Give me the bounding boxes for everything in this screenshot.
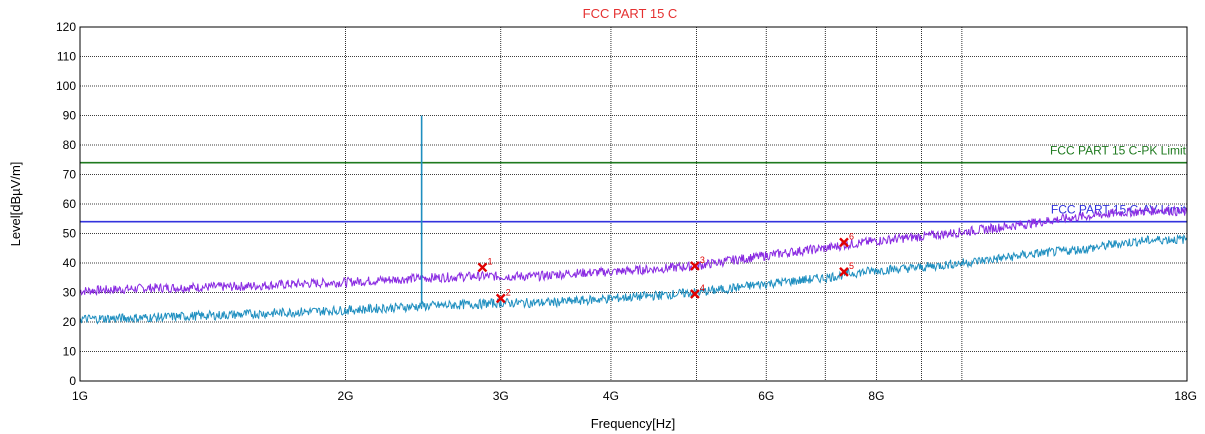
x-tick-label: 1G bbox=[72, 389, 88, 403]
y-tick-label: 70 bbox=[63, 168, 77, 182]
marker-label: 2 bbox=[506, 287, 511, 297]
x-tick-label: 4G bbox=[603, 389, 619, 403]
marker-cross bbox=[839, 237, 849, 248]
marker-label: 5 bbox=[849, 261, 854, 271]
y-tick-label: 90 bbox=[63, 109, 77, 123]
marker-3: 3 bbox=[690, 255, 705, 271]
y-tick-label: 30 bbox=[63, 286, 77, 300]
grid bbox=[80, 27, 1187, 381]
marker-cross bbox=[839, 267, 849, 277]
marker-label: 1 bbox=[487, 256, 492, 266]
y-tick-label: 20 bbox=[63, 315, 77, 329]
marker-cross bbox=[690, 261, 700, 271]
marker-cross bbox=[690, 289, 700, 299]
peak-markers: 1 2 3 4 5 6 bbox=[477, 231, 854, 304]
y-axis-label: Level[dBµV/m] bbox=[8, 162, 23, 247]
y-tick-label: 40 bbox=[63, 256, 77, 270]
marker-6: 6 bbox=[839, 231, 854, 248]
marker-2: 2 bbox=[495, 287, 511, 304]
x-tick-label: 2G bbox=[337, 389, 353, 403]
marker-4: 4 bbox=[690, 283, 705, 299]
chart-title: FCC PART 15 C bbox=[583, 6, 678, 21]
series-line-average bbox=[79, 233, 1188, 325]
x-tick-label: 18G bbox=[1174, 389, 1197, 403]
limit-label: FCC PART 15 C-PK Limit bbox=[1050, 144, 1187, 158]
marker-label: 4 bbox=[700, 283, 705, 293]
x-tick-label: 8G bbox=[868, 389, 884, 403]
x-tick-label: 6G bbox=[758, 389, 774, 403]
series-traces bbox=[79, 115, 1188, 325]
x-tick-label: 3G bbox=[493, 389, 509, 403]
plot-frame bbox=[79, 26, 1188, 382]
marker-label: 6 bbox=[849, 231, 854, 241]
marker-1: 1 bbox=[477, 256, 492, 273]
tick-labels: 0 10 20 30 40 50 60 70 80 90 100 110 120 1G 2G 3G 4G 6G 8G… bbox=[56, 20, 1197, 403]
marker-cross bbox=[495, 293, 506, 304]
y-tick-label: 120 bbox=[56, 20, 76, 34]
marker-label: 3 bbox=[700, 255, 705, 265]
series-line-peak bbox=[79, 204, 1188, 296]
marker-cross bbox=[477, 262, 488, 273]
y-tick-label: 80 bbox=[63, 138, 77, 152]
y-tick-label: 110 bbox=[57, 50, 76, 64]
x-axis-label: Frequency[Hz] bbox=[591, 416, 676, 431]
y-tick-label: 100 bbox=[56, 79, 76, 93]
y-tick-label: 50 bbox=[63, 227, 77, 241]
y-tick-label: 60 bbox=[63, 197, 77, 211]
marker-5: 5 bbox=[839, 261, 854, 277]
y-tick-label: 0 bbox=[69, 374, 76, 388]
y-tick-label: 10 bbox=[63, 345, 77, 359]
